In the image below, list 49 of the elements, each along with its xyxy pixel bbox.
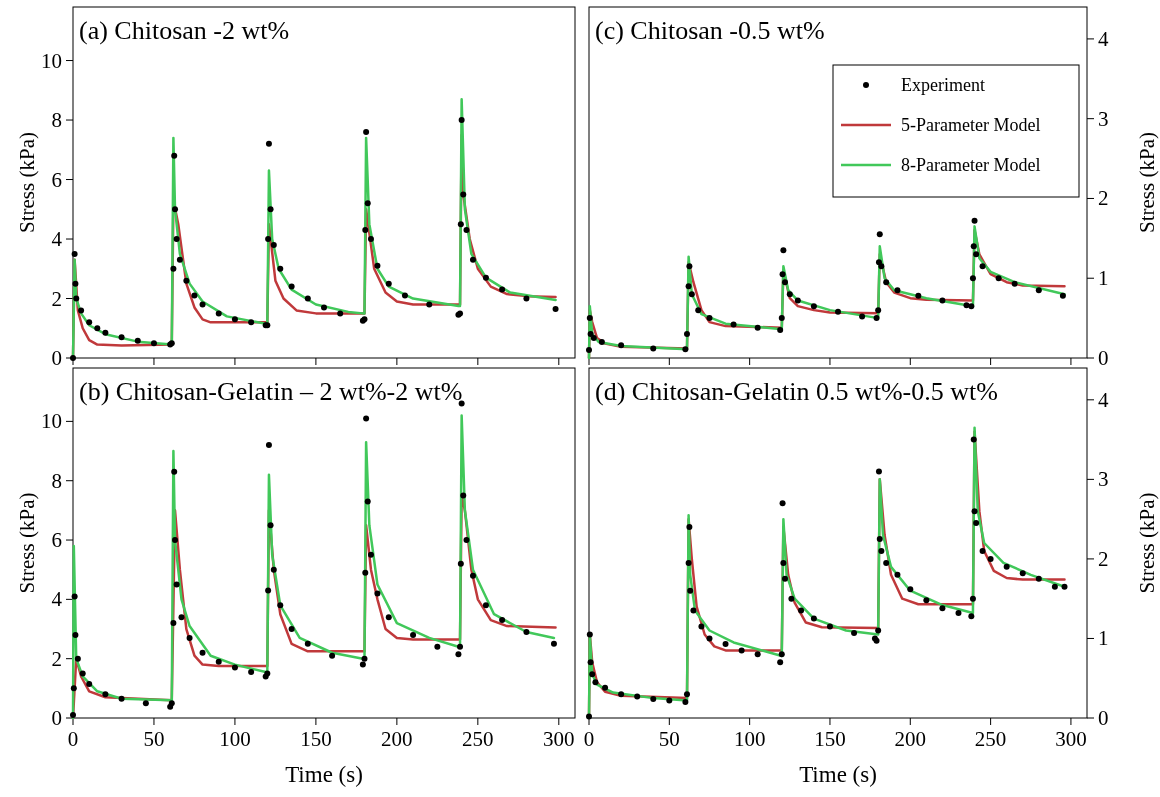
legend-label: Experiment xyxy=(901,75,985,95)
y-tick-label: 0 xyxy=(1098,346,1109,370)
y-axis-title: Stress (kPa) xyxy=(15,492,39,594)
chart-title: (a) Chitosan -2 wt% xyxy=(79,16,290,45)
y-tick-label: 3 xyxy=(1098,467,1109,492)
legend-label: 5-Parameter Model xyxy=(901,115,1041,135)
x-tick-label: 200 xyxy=(894,727,927,751)
x-axis-title: Time (s) xyxy=(799,762,877,787)
x-axis-title: Time (s) xyxy=(285,762,363,787)
y-tick-label: 6 xyxy=(51,167,62,192)
y-tick-label: 10 xyxy=(41,48,62,73)
chart-title: (d) Chitosan-Gelatin 0.5 wt%-0.5 wt% xyxy=(595,377,998,406)
y-tick-label: 10 xyxy=(41,409,62,434)
y-tick-label: 1 xyxy=(1098,626,1109,651)
y-axis-title: Stress (kPa) xyxy=(1135,132,1159,233)
x-tick-label: 200 xyxy=(381,727,413,751)
x-tick-label: 150 xyxy=(300,727,332,751)
y-tick-label: 2 xyxy=(51,286,62,311)
x-tick-label: 100 xyxy=(733,727,766,751)
y-tick-label: 4 xyxy=(1098,26,1109,51)
y-tick-label: 3 xyxy=(1098,106,1109,131)
y-tick-label: 6 xyxy=(51,528,62,553)
y-tick-label: 2 xyxy=(1098,186,1109,211)
y-tick-label: 4 xyxy=(1098,387,1109,412)
x-tick-label: 250 xyxy=(462,727,494,751)
chart-title: (c) Chitosan -0.5 wt% xyxy=(595,16,825,45)
y-axis-title: Stress (kPa) xyxy=(15,132,39,233)
y-tick-label: 2 xyxy=(1098,546,1109,571)
y-tick-label: 8 xyxy=(51,108,62,133)
y-tick-label: 4 xyxy=(51,587,63,612)
y-tick-label: 8 xyxy=(51,468,62,493)
y-tick-label: 4 xyxy=(51,227,63,252)
y-axis-title: Stress (kPa) xyxy=(1135,492,1159,594)
y-tick-label: 0 xyxy=(1098,706,1109,730)
x-tick-label: 300 xyxy=(543,727,575,751)
x-tick-label: 50 xyxy=(658,727,680,751)
x-tick-label: 50 xyxy=(143,727,165,751)
x-tick-label: 250 xyxy=(974,727,1007,751)
x-tick-label: 0 xyxy=(67,727,79,751)
x-tick-label: 150 xyxy=(814,727,846,751)
y-tick-label: 0 xyxy=(51,706,62,730)
y-tick-label: 1 xyxy=(1098,266,1109,291)
y-tick-label: 0 xyxy=(51,346,62,370)
y-tick-label: 2 xyxy=(51,646,62,671)
chart-title: (b) Chitosan-Gelatin – 2 wt%-2 wt% xyxy=(79,377,463,406)
x-tick-label: 300 xyxy=(1055,727,1087,751)
x-tick-label: 100 xyxy=(219,727,251,751)
legend-label: 8-Parameter Model xyxy=(901,155,1041,175)
x-tick-label: 0 xyxy=(583,727,595,751)
